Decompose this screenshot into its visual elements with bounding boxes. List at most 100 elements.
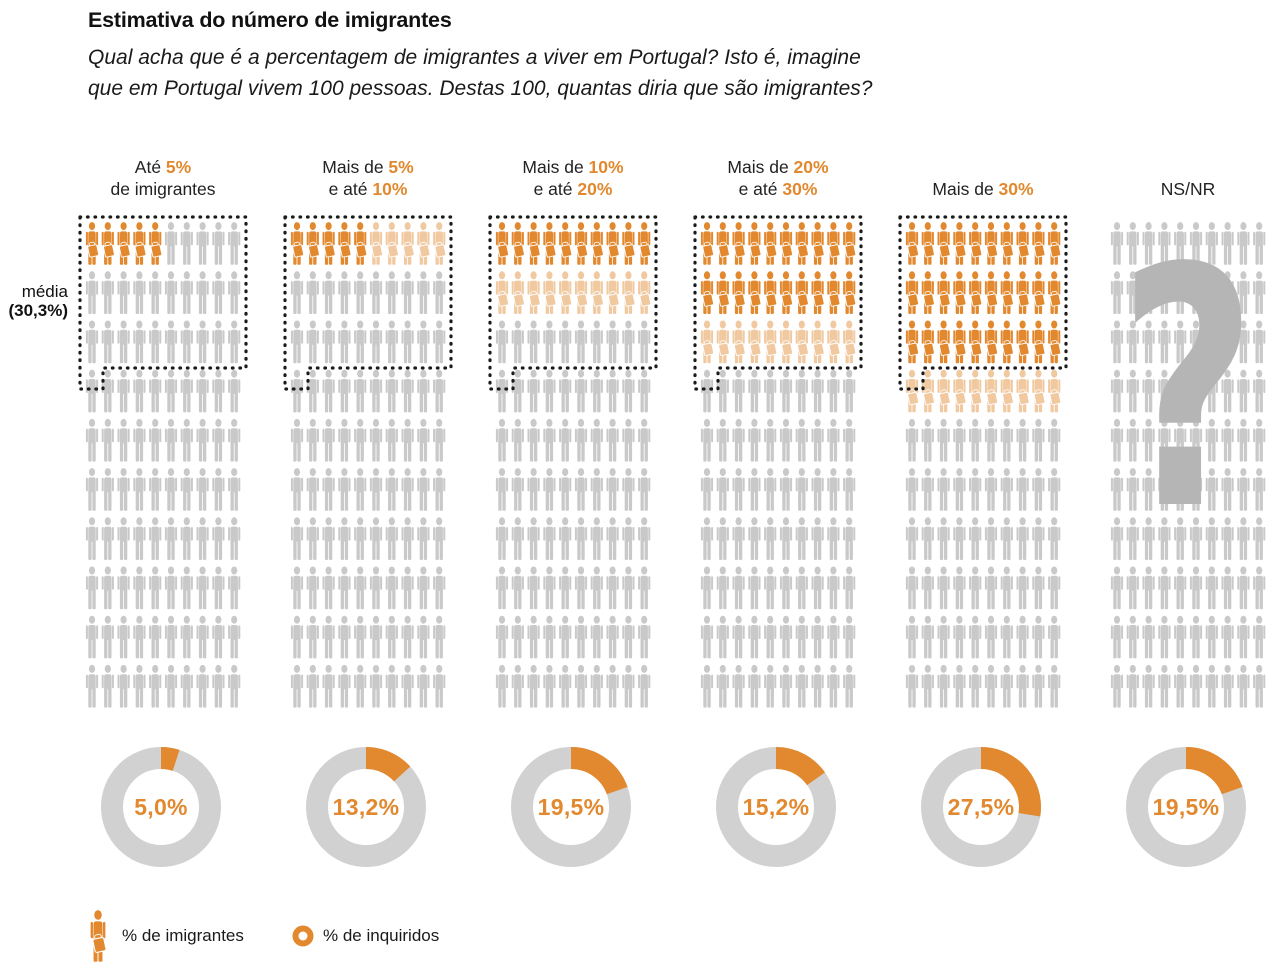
donut-rings — [1126, 747, 1246, 867]
person-icon — [559, 664, 572, 708]
person-icon — [1253, 566, 1266, 610]
person-icon — [606, 320, 619, 364]
header-line: Mais de 20% — [727, 157, 828, 179]
person-icon — [937, 418, 950, 462]
person-icon — [843, 615, 856, 659]
person-icon — [543, 418, 556, 462]
person-icon — [574, 517, 588, 560]
immigrant-icon-faded — [638, 271, 651, 314]
immigrant-icon-faded — [717, 321, 730, 364]
person-icon — [984, 615, 998, 659]
person-icon — [1016, 566, 1029, 610]
person-icon — [905, 517, 919, 560]
person-icon — [1158, 418, 1171, 462]
person-icon — [843, 468, 856, 511]
person-icon — [921, 566, 934, 610]
person-icon — [417, 615, 430, 659]
person-icon — [527, 369, 540, 413]
immigrant-icon — [843, 222, 856, 265]
person-icon — [164, 468, 178, 511]
person-icon — [779, 566, 793, 610]
person-icon — [527, 418, 540, 462]
immigrant-icon — [1032, 321, 1045, 364]
person-icon — [716, 566, 729, 610]
person-icon — [638, 517, 651, 560]
person-icon — [369, 517, 383, 560]
person-icon — [953, 468, 966, 511]
mean-dotted-outline — [488, 215, 658, 391]
person-icon — [1142, 517, 1155, 560]
person-icon — [180, 566, 193, 610]
person-icon — [527, 566, 540, 610]
immigrant-icon-faded — [780, 321, 793, 364]
immigrant-icon — [748, 271, 761, 314]
mean-dotted-outline — [78, 215, 248, 391]
person-icon — [511, 418, 524, 462]
person-icon — [212, 566, 225, 610]
person-icon — [495, 664, 509, 708]
person-icon — [779, 517, 793, 560]
person-icon — [937, 615, 950, 659]
person-icon — [354, 566, 367, 610]
person-icon — [1221, 517, 1234, 560]
person-icon — [164, 566, 178, 610]
person-icon — [984, 664, 998, 708]
person-icon — [212, 320, 225, 364]
immigrant-icon-faded — [969, 370, 982, 413]
person-icon — [495, 566, 509, 610]
person-icon — [228, 517, 241, 560]
person-icon — [700, 615, 714, 659]
person-icon — [212, 418, 225, 462]
person-icon — [101, 369, 114, 413]
person-icon — [1189, 566, 1203, 610]
person-icon — [937, 517, 950, 560]
person-icon — [133, 517, 146, 560]
person-icon — [306, 468, 319, 511]
person-icon — [732, 369, 745, 413]
person-icon — [417, 271, 430, 314]
person-icon — [748, 615, 761, 659]
donut-rings — [716, 747, 836, 867]
immigrant-icon — [906, 321, 919, 364]
person-icon — [1158, 369, 1171, 413]
person-icon — [85, 566, 99, 610]
person-icon — [1221, 566, 1234, 610]
person-icon — [117, 320, 130, 364]
immigrant-icon — [701, 222, 714, 265]
header-line: e até 20% — [534, 179, 613, 201]
person-icon — [1158, 320, 1171, 364]
person-icon — [574, 615, 588, 659]
immigrant-icon — [559, 222, 572, 265]
person-icon — [811, 517, 824, 560]
person-icon — [590, 615, 603, 659]
person-icon — [1126, 271, 1139, 314]
donut-value-arc — [921, 747, 1041, 867]
person-icon — [101, 566, 114, 610]
person-icon — [937, 566, 950, 610]
person-icon — [495, 369, 509, 413]
immigrant-icon — [922, 321, 935, 364]
legend-item-respondents: % de inquiridos — [292, 908, 439, 964]
person-icon — [543, 517, 556, 560]
person-icon — [1110, 566, 1124, 610]
person-icon — [811, 566, 824, 610]
person-icon — [401, 369, 414, 413]
person-icon — [149, 615, 162, 659]
immigrant-icon — [86, 222, 99, 265]
person-icon — [306, 517, 319, 560]
person-icon — [401, 615, 414, 659]
person-icon — [1032, 615, 1045, 659]
person-icon — [1189, 468, 1203, 511]
person-icon — [354, 468, 367, 511]
donut-rings — [306, 747, 426, 867]
header-text: de imigrantes — [110, 178, 216, 199]
person-icon — [716, 418, 729, 462]
person-icon — [1000, 468, 1013, 511]
immigrant-icon — [528, 222, 541, 265]
person-icon — [527, 517, 540, 560]
donut-label: 27,5% — [947, 793, 1015, 820]
person-icon — [1158, 566, 1171, 610]
immigrant-icon-faded — [1017, 370, 1030, 413]
person-icon — [622, 664, 635, 708]
